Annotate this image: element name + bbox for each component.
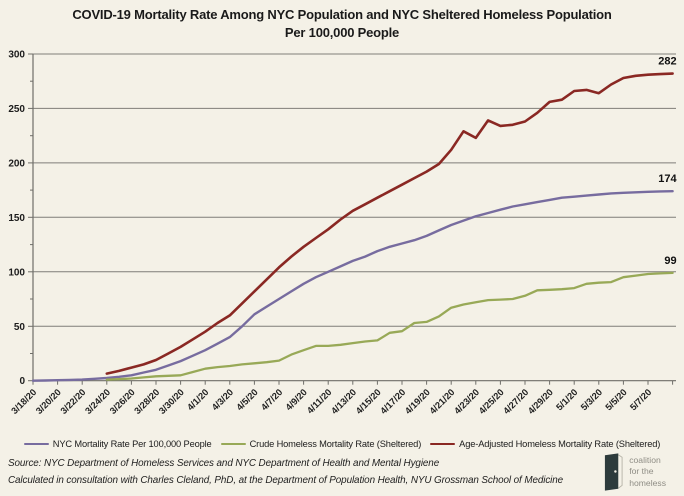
legend-label-nyc: NYC Mortality Rate Per 100,000 People	[52, 439, 212, 449]
source-note: Source: NYC Department of Homeless Servi…	[8, 456, 563, 489]
x-tick-label: 4/15/20	[354, 387, 383, 416]
x-tick-label: 5/7/20	[628, 387, 653, 412]
logo-text-line2: for the	[629, 466, 654, 477]
chart-title-line1: COVID-19 Mortality Rate Among NYC Popula…	[72, 7, 612, 22]
chart-title-line2: Per 100,000 People	[284, 24, 400, 40]
x-tick-label: 4/19/20	[403, 387, 432, 416]
x-tick-label: 3/24/20	[83, 387, 112, 416]
logo-text: coalition for the homeless	[629, 455, 666, 490]
x-tick-label: 4/5/20	[234, 387, 259, 412]
series-end-value-label: 99	[664, 255, 676, 267]
x-tick-label: 4/17/20	[378, 387, 407, 416]
logo-text-line3: homeless	[629, 477, 666, 488]
x-tick-label: 3/30/20	[157, 387, 186, 416]
x-tick-label: 3/20/20	[34, 387, 63, 416]
coalition-for-the-homeless-logo: coalition for the homeless	[603, 452, 666, 492]
legend-label-crude-homeless: Crude Homeless Mortality Rate (Sheltered…	[249, 439, 422, 449]
y-tick-label: 250	[8, 104, 25, 115]
y-tick-label: 100	[8, 267, 25, 278]
series-end-value-label: 174	[658, 173, 677, 185]
legend-item-crude-homeless: Crude Homeless Mortality Rate (Sheltered…	[220, 439, 422, 449]
legend-item-age-adjusted: Age-Adjusted Homeless Mortality Rate (Sh…	[430, 439, 660, 449]
logo-text-line1: coalition	[629, 454, 661, 465]
x-tick-label: 4/1/20	[185, 387, 210, 412]
series-line-1	[105, 271, 674, 381]
chart-legend: NYC Mortality Rate Per 100,000 People Cr…	[0, 439, 684, 449]
crude-homeless-line-swatch-icon	[220, 442, 246, 446]
series-line-2	[105, 72, 674, 375]
source-line2: Calculated in consultation with Charles …	[8, 474, 564, 486]
line-chart-plot-area: 0501001502002503003/18/203/20/203/22/203…	[8, 50, 677, 417]
x-tick-label: 4/23/20	[452, 387, 481, 416]
y-tick-label: 200	[8, 158, 25, 169]
y-tick-label: 50	[14, 322, 26, 333]
x-tick-label: 5/5/20	[603, 387, 628, 412]
y-tick-label: 0	[19, 376, 25, 387]
legend-item-nyc: NYC Mortality Rate Per 100,000 People	[23, 439, 212, 449]
series-line-0	[31, 189, 674, 382]
x-tick-label: 3/26/20	[108, 387, 137, 416]
y-tick-label: 300	[8, 50, 25, 61]
series-end-value-label: 282	[658, 56, 676, 68]
open-door-icon	[605, 453, 623, 491]
x-tick-label: 4/25/20	[477, 387, 506, 416]
x-tick-label: 4/21/20	[428, 387, 457, 416]
x-tick-label: 4/29/20	[526, 387, 555, 416]
x-tick-label: 4/3/20	[210, 387, 235, 412]
x-tick-label: 5/1/20	[554, 387, 579, 412]
x-tick-label: 3/18/20	[9, 387, 38, 416]
source-line1: Source: NYC Department of Homeless Servi…	[8, 458, 440, 469]
x-tick-label: 4/13/20	[329, 387, 358, 416]
x-tick-label: 3/28/20	[132, 387, 161, 416]
x-tick-label: 4/7/20	[259, 387, 284, 412]
age-adjusted-line-swatch-icon	[430, 442, 456, 446]
legend-label-age-adjusted: Age-Adjusted Homeless Mortality Rate (Sh…	[459, 439, 661, 449]
x-tick-label: 3/22/20	[59, 387, 88, 416]
x-tick-label: 4/27/20	[501, 387, 530, 416]
nyc-line-swatch-icon	[23, 442, 49, 446]
x-tick-label: 4/11/20	[305, 387, 334, 416]
y-tick-label: 150	[8, 213, 25, 224]
x-tick-label: 5/3/20	[579, 387, 604, 412]
chart-title: COVID-19 Mortality Rate Among NYC Popula…	[0, 6, 684, 41]
